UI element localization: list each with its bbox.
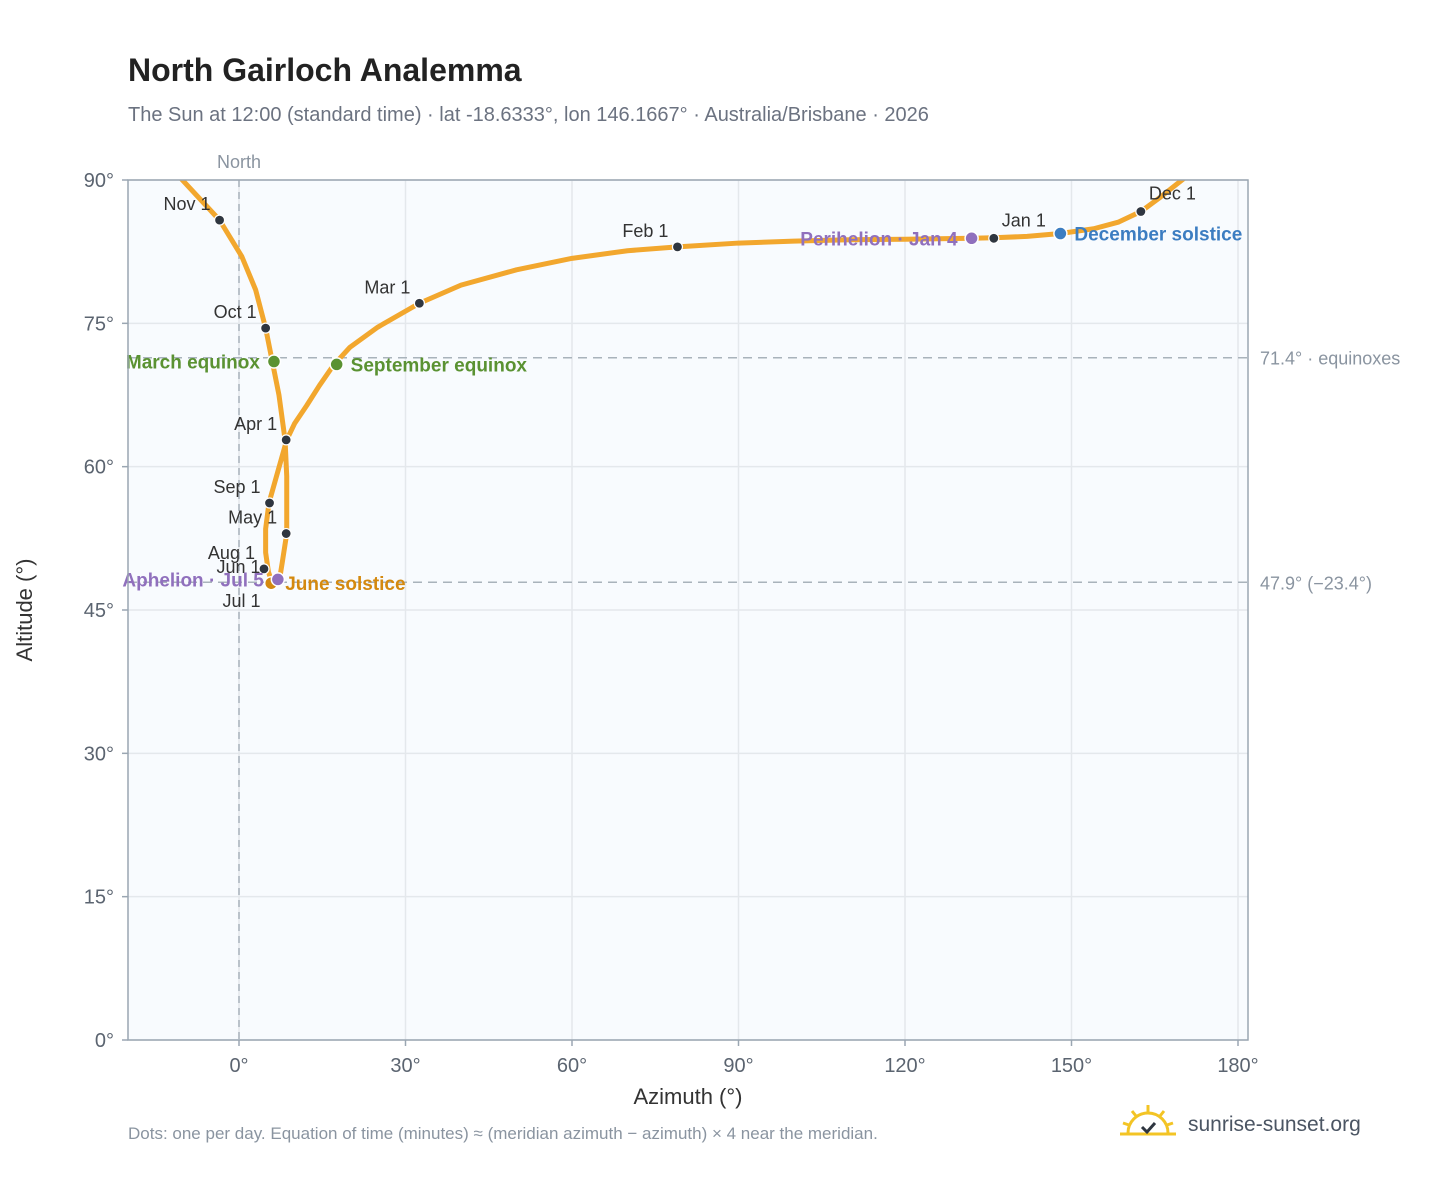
month-markers: Jan 1 Feb 1 Mar 1 Apr 1 May 1 Jun 1 Jul 1 Aug 1… — [164, 184, 1196, 612]
event-marker — [266, 354, 282, 369]
month-label: Sep 1 — [213, 477, 260, 497]
event-label: June solstice — [285, 574, 405, 595]
x-tick-label: 60° — [557, 1055, 587, 1077]
month-marker — [260, 322, 272, 334]
reference-lines: North 71.4° · equinoxes 47.9° (−23.4°) — [128, 152, 1400, 1040]
month-label: Oct 1 — [214, 302, 257, 322]
month-marker — [280, 434, 292, 446]
month-label: Jul 1 — [222, 591, 260, 611]
event-label: Aphelion · Jul 5 — [122, 570, 264, 591]
y-axis-label: Altitude (°) — [12, 559, 37, 662]
event-marker — [964, 231, 979, 246]
event-label: Perihelion · Jan 4 — [800, 229, 958, 250]
chart-subtitle: The Sun at 12:00 (standard time) · lat -… — [128, 104, 929, 126]
month-marker — [258, 563, 270, 575]
x-axis-label: Azimuth (°) — [633, 1084, 742, 1109]
month-label: Jun 1 — [216, 557, 260, 577]
month-label: Aug 1 — [208, 543, 255, 563]
month-label: May 1 — [228, 508, 277, 528]
event-label: March equinox — [126, 353, 261, 374]
reference-line-label: 47.9° (−23.4°) — [1260, 573, 1372, 593]
month-label: Dec 1 — [1149, 184, 1196, 204]
month-label: Jan 1 — [1002, 210, 1046, 230]
month-marker — [1135, 205, 1147, 218]
x-tick-label: 30° — [390, 1055, 420, 1077]
brand-name: sunrise-sunset.org — [1188, 1113, 1361, 1136]
y-tick-label: 30° — [84, 743, 114, 765]
event-marker — [329, 357, 344, 372]
chart-title: North Gairloch Analemma — [128, 52, 522, 88]
event-marker — [270, 572, 286, 587]
event-marker — [1053, 226, 1068, 241]
sun-logo-icon — [1120, 1103, 1176, 1148]
month-marker — [263, 497, 276, 509]
month-marker — [671, 241, 684, 253]
x-tick-label: 0° — [229, 1055, 248, 1077]
month-label: Apr 1 — [234, 414, 277, 434]
reference-line-label: 71.4° · equinoxes — [1260, 349, 1400, 369]
x-tick-label: 120° — [884, 1055, 925, 1077]
grid-lines — [128, 179, 1248, 1041]
month-marker — [213, 214, 226, 226]
y-tick-label: 60° — [84, 457, 114, 479]
month-label: Feb 1 — [622, 221, 668, 241]
event-markers: March equinox September equinox June solst… — [122, 225, 1242, 596]
month-label: Mar 1 — [364, 277, 410, 297]
event-label: December solstice — [1074, 225, 1242, 246]
month-marker — [413, 297, 425, 309]
meridian-label: North — [217, 152, 261, 172]
event-label: September equinox — [351, 355, 528, 376]
y-tick-label: 90° — [84, 170, 114, 192]
month-label: Nov 1 — [164, 194, 211, 214]
y-tick-label: 45° — [84, 600, 114, 622]
y-tick-label: 15° — [84, 887, 114, 909]
footnote: Dots: one per day. Equation of time (min… — [128, 1124, 878, 1143]
x-tick-label: 90° — [723, 1055, 753, 1077]
axis-ticks: 0° 30° 60° 90° 120° 150° 180° 0° 15° 30° 45° 60° 75°… — [84, 170, 1259, 1077]
month-marker — [988, 232, 1000, 244]
y-tick-label: 75° — [84, 313, 114, 335]
x-tick-label: 180° — [1217, 1055, 1258, 1077]
month-marker — [280, 527, 292, 540]
brand[interactable]: sunrise-sunset.org — [1120, 1100, 1361, 1150]
x-tick-label: 150° — [1051, 1055, 1092, 1077]
y-tick-label: 0° — [95, 1030, 114, 1052]
